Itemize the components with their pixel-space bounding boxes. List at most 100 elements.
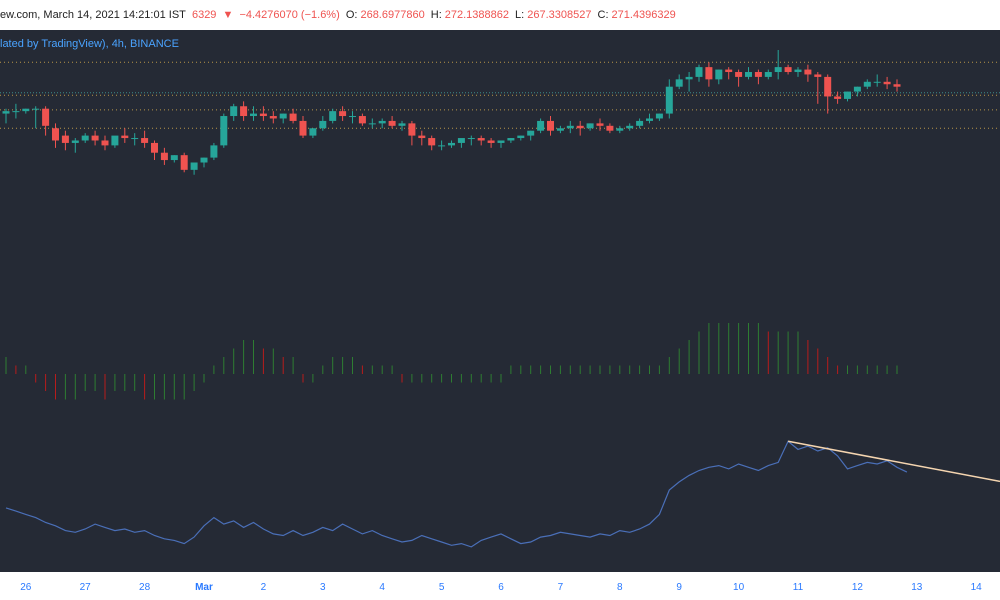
candle-body	[457, 138, 465, 143]
chart-canvas[interactable]: lated by TradingView), 4h, BINANCE	[0, 30, 1000, 572]
candle-body	[745, 72, 752, 77]
candle-body	[764, 72, 772, 77]
candle-body	[853, 86, 861, 92]
candle-body	[91, 135, 99, 141]
candle-body	[358, 116, 366, 124]
source-label: ew.com, March 14, 2021 14:21:01 IST	[0, 9, 186, 21]
candle-body	[883, 81, 891, 85]
x-tick-label: 6	[498, 582, 504, 593]
candle-body	[448, 142, 455, 146]
candle-body	[497, 140, 505, 143]
candle-body	[754, 72, 762, 77]
candle-body	[814, 74, 822, 77]
candle-body	[180, 155, 188, 170]
candle-body	[151, 142, 158, 153]
x-tick-label: 28	[139, 582, 151, 593]
candle-body	[299, 120, 307, 136]
rsi-series	[5, 440, 908, 548]
candle-body	[893, 84, 901, 87]
candle-body	[81, 135, 89, 141]
x-tick-label: 4	[379, 582, 385, 593]
candle-body	[844, 91, 851, 99]
candle-body	[665, 86, 673, 114]
candle-body	[626, 125, 634, 129]
candle-body	[794, 69, 802, 73]
ohlc-readout: ew.com, March 14, 2021 14:21:01 IST 6329…	[0, 8, 679, 22]
candle-body	[685, 76, 693, 80]
candle-body	[566, 125, 574, 129]
candle-body	[586, 123, 594, 129]
candle-body	[141, 138, 149, 143]
histogram-series	[5, 323, 898, 400]
candle-body	[220, 116, 228, 146]
candle-body	[725, 69, 733, 73]
x-tick-label: Mar	[195, 582, 213, 593]
x-tick-label: 3	[320, 582, 326, 593]
candle-body	[834, 96, 842, 99]
x-axis: 26 27 28 Mar 2 3 4 5 6 7 8 9 10 11 12 13 14	[0, 572, 1000, 600]
close-label: C:	[597, 9, 609, 21]
candle-body	[784, 67, 792, 73]
chart-plot[interactable]	[0, 30, 1000, 572]
candle-body	[873, 81, 881, 83]
candle-body	[319, 120, 327, 129]
candle-body	[131, 138, 139, 140]
x-tick-label: 5	[439, 582, 445, 593]
candle-body	[705, 67, 713, 80]
candle-body	[804, 69, 812, 75]
candle-body	[547, 120, 554, 131]
trendline-layer	[787, 440, 1000, 483]
candle-body	[42, 108, 50, 126]
x-tick-label: 8	[617, 582, 623, 593]
candle-body	[170, 155, 178, 161]
candle-body	[527, 130, 535, 136]
x-tick-label: 14	[971, 582, 983, 593]
x-tick-label: 12	[852, 582, 864, 593]
candle-body	[12, 111, 20, 113]
candle-body	[646, 118, 653, 121]
candle-body	[339, 111, 347, 117]
rsi-trendline	[787, 440, 1000, 483]
open-label: O:	[345, 9, 358, 21]
price-fragment: 6329	[191, 9, 217, 21]
horizontal-levels	[0, 61, 1000, 129]
candle-body	[596, 123, 604, 126]
candle-body	[408, 123, 416, 136]
high-label: H:	[430, 9, 442, 21]
x-tick-label: 26	[20, 582, 32, 593]
change-value: −4.4276070 (−1.6%)	[239, 9, 340, 21]
candle-body	[675, 79, 683, 87]
x-tick-label: 9	[676, 582, 682, 593]
candle-body	[111, 135, 119, 146]
candle-body	[289, 113, 297, 121]
candle-body	[774, 67, 782, 73]
chart-header: ew.com, March 14, 2021 14:21:01 IST 6329…	[0, 0, 1000, 30]
candle-body	[52, 128, 59, 141]
candle-body	[190, 162, 198, 170]
x-tick-label: 13	[911, 582, 923, 593]
candle-body	[230, 106, 238, 117]
x-tick-label: 10	[733, 582, 745, 593]
candle-body	[2, 111, 10, 114]
change-down-icon: ▼	[222, 9, 234, 21]
x-axis-ticks: 26 27 28 Mar 2 3 4 5 6 7 8 9 10 11 12 13 14	[20, 582, 982, 593]
candle-body	[507, 138, 515, 141]
x-tick-label: 7	[558, 582, 564, 593]
candle-body	[477, 138, 485, 141]
candle-body	[487, 140, 495, 143]
candle-body	[259, 113, 267, 117]
candle-body	[61, 135, 69, 143]
candle-body	[606, 125, 614, 131]
rsi-line	[5, 440, 908, 548]
candle-body	[22, 108, 30, 112]
candle-body	[200, 157, 208, 163]
candle-body	[467, 138, 475, 140]
candle-body	[715, 69, 723, 80]
candle-body	[695, 67, 703, 77]
candle-body	[121, 135, 129, 139]
candle-body	[250, 113, 257, 117]
candle-body	[735, 72, 743, 77]
candle-body	[160, 152, 168, 161]
close-value: 271.4396329	[611, 9, 676, 21]
candle-body	[576, 125, 584, 129]
